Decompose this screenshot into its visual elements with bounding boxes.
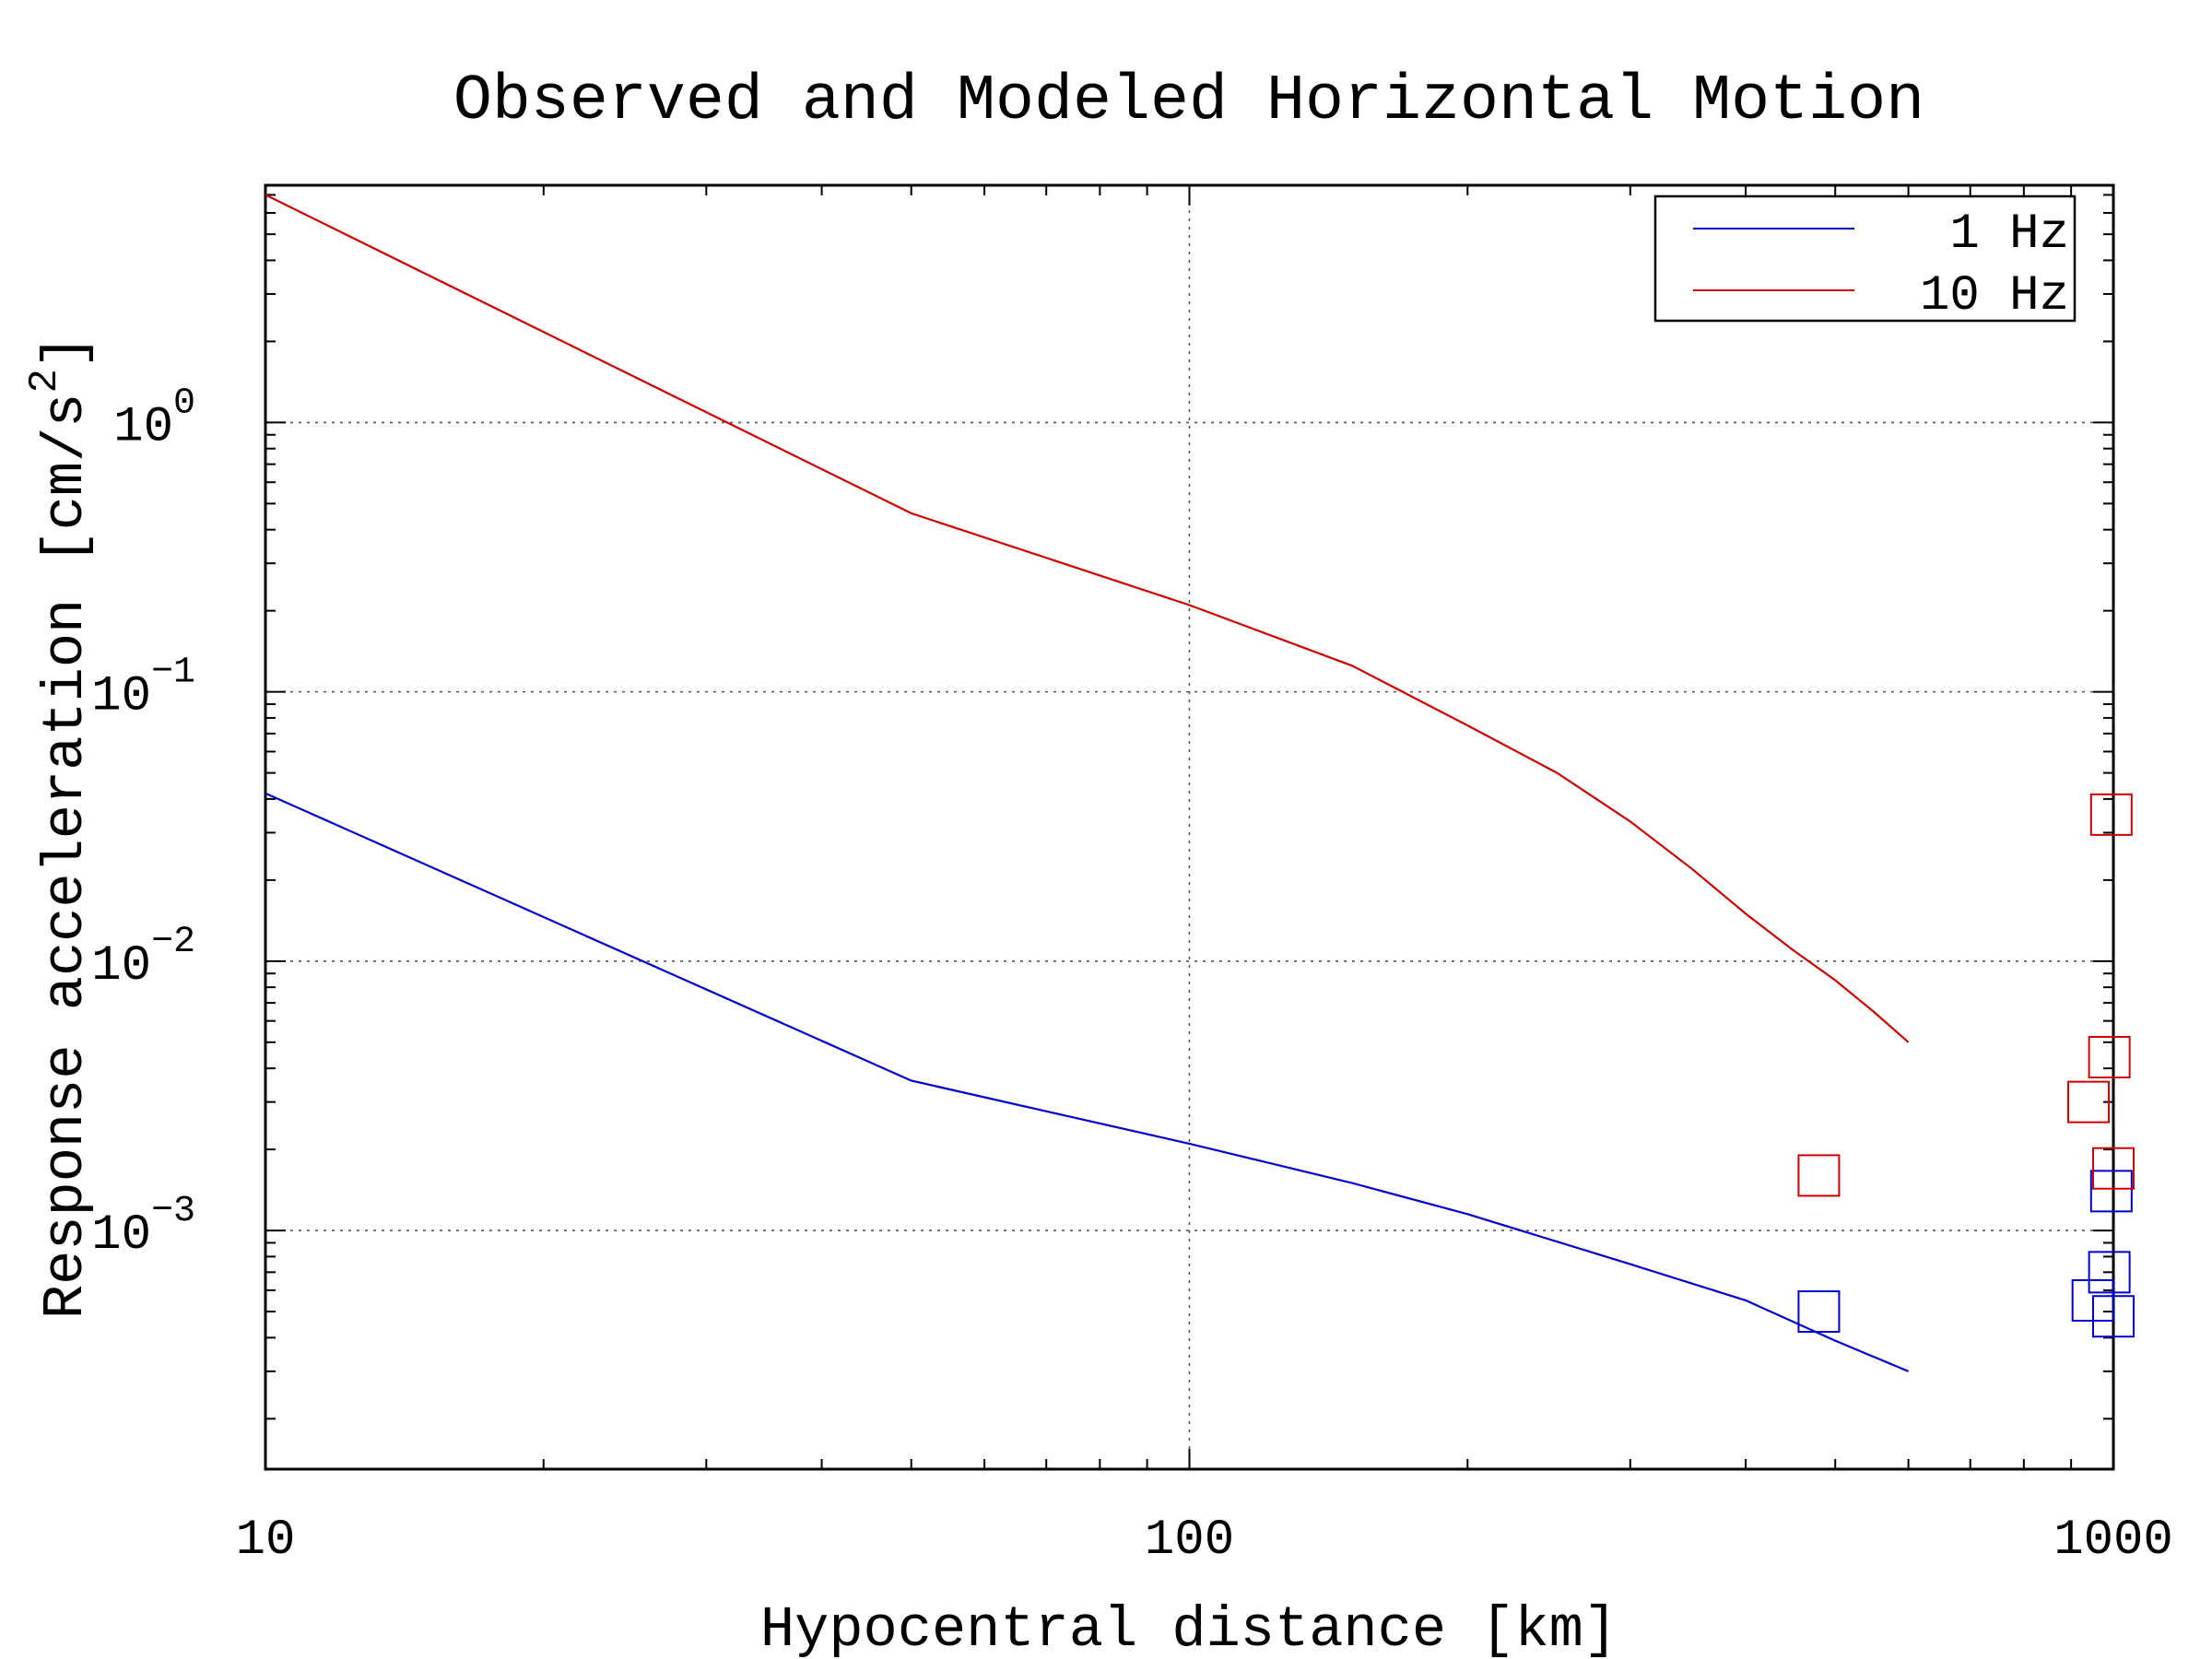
series-layer xyxy=(265,194,1910,1372)
series-line-1-hz xyxy=(265,792,1910,1372)
y-axis-label-superscript: 2 xyxy=(22,369,68,393)
data-point-1-hz-observed xyxy=(1797,1290,1841,1334)
y-axis-label-main: Response acceleration [cm/s xyxy=(33,394,99,1320)
legend-label-10hz: 10 Hz xyxy=(1920,268,2069,324)
legend: 1 Hz 10 Hz xyxy=(1653,194,2077,324)
y-axis-label: Response acceleration [cm/s2] xyxy=(22,335,99,1319)
legend-label-1hz: 1 Hz xyxy=(1949,206,2069,263)
y-tick-label: 10−2 xyxy=(91,922,195,994)
marker-layer xyxy=(1797,793,2135,1338)
data-point-10-hz-observed xyxy=(2089,793,2133,836)
chart-title: Observed and Modeled Horizontal Motion xyxy=(453,65,1924,138)
y-axis-label-end: ] xyxy=(33,335,99,369)
y-tick-label: 10−3 xyxy=(91,1191,195,1264)
grid xyxy=(265,185,2113,1469)
legend-box xyxy=(1653,194,2077,323)
data-point-10-hz-observed xyxy=(2067,1080,2111,1124)
data-point-1-hz-observed xyxy=(2092,1295,2135,1338)
x-tick-label: 1000 xyxy=(2053,1512,2173,1569)
axis-ticks xyxy=(265,185,2114,1469)
y-tick-labels: 100 10−1 10−2 10−3 xyxy=(91,382,195,1264)
series-line-10-hz xyxy=(265,194,1910,1043)
data-point-1-hz-observed xyxy=(2089,1170,2133,1213)
data-point-10-hz-observed xyxy=(2088,1036,2131,1079)
x-axis-label: Hypocentral distance [km] xyxy=(760,1597,1618,1659)
data-point-1-hz-observed xyxy=(2088,1251,2131,1294)
y-tick-label: 100 xyxy=(113,382,195,455)
x-tick-label: 100 xyxy=(1145,1512,1234,1569)
y-tick-label: 10−1 xyxy=(91,653,195,725)
x-tick-label: 10 xyxy=(236,1512,296,1569)
x-tick-labels: 10 100 1000 xyxy=(236,1512,2173,1569)
data-point-10-hz-observed xyxy=(1797,1154,1841,1197)
data-point-10-hz-observed xyxy=(2092,1147,2135,1190)
